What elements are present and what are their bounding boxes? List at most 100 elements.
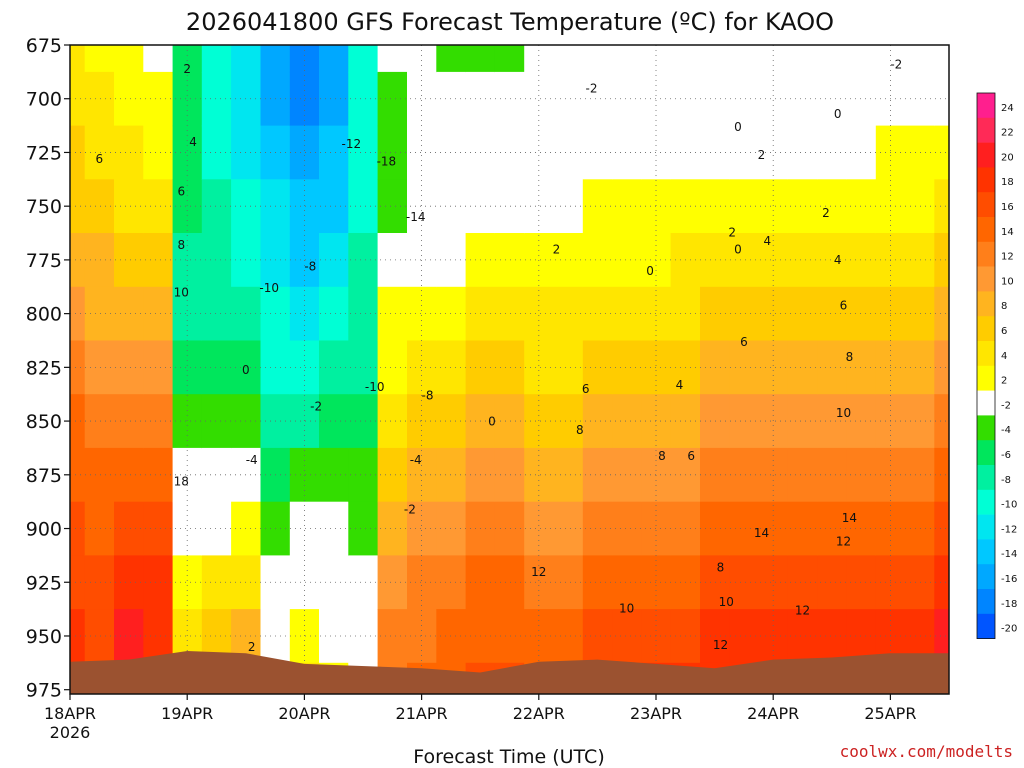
contour-label: 6 [740, 335, 748, 349]
contour-label: 10 [174, 285, 189, 299]
temperature-cell [114, 555, 144, 610]
temperature-cell [231, 286, 261, 342]
contour-label: 2 [758, 148, 766, 162]
x-tick-label: 25APR [864, 704, 916, 723]
temperature-cell [348, 609, 379, 664]
contour-label: -2 [890, 58, 902, 72]
contour-label: 8 [658, 449, 666, 463]
temperature-cell [465, 45, 496, 73]
temperature-cell [348, 125, 379, 180]
temperature-cell [319, 501, 349, 556]
temperature-cell [934, 394, 949, 449]
credit-link[interactable]: coolwx.com/modelts [840, 742, 1013, 761]
temperature-cell [905, 179, 935, 234]
colorbar-label: -8 [1001, 475, 1011, 486]
temperature-cell [729, 555, 760, 610]
colorbar-swatch [977, 365, 995, 391]
temperature-cell [582, 233, 613, 288]
temperature-cell [143, 340, 174, 395]
contour-label: 2 [553, 243, 561, 257]
temperature-cell [436, 501, 467, 556]
temperature-cell [70, 71, 86, 127]
contour-label: 4 [834, 253, 842, 267]
temperature-cell [319, 555, 349, 610]
colorbar-swatch [977, 390, 995, 416]
temperature-cell [817, 340, 847, 395]
contour-label: 10 [719, 595, 734, 609]
temperature-cell [553, 394, 584, 449]
colorbar-label: -16 [1001, 574, 1017, 585]
temperature-cell [524, 555, 555, 610]
temperature-cell [934, 286, 949, 342]
temperature-cell [846, 179, 877, 234]
temperature-cell [817, 45, 847, 73]
temperature-cell [524, 501, 555, 556]
contour-label: 0 [488, 414, 496, 428]
temperature-field [70, 45, 949, 694]
temperature-cell [729, 45, 760, 73]
temperature-cell [934, 340, 949, 395]
temperature-cell [494, 447, 525, 503]
temperature-cell [846, 447, 877, 503]
contour-label: 8 [717, 561, 725, 575]
temperature-cell [553, 125, 584, 180]
temperature-cell [729, 340, 760, 395]
contour-label: 12 [795, 604, 810, 618]
temperature-cell [934, 447, 949, 503]
temperature-cell [377, 501, 408, 556]
temperature-cell [436, 71, 467, 127]
temperature-cell [905, 71, 935, 127]
temperature-cell [817, 501, 847, 556]
temperature-cell [934, 609, 949, 664]
temperature-cell [524, 340, 555, 395]
temperature-cell [817, 394, 847, 449]
temperature-cell [729, 394, 760, 449]
temperature-cell [84, 125, 115, 180]
temperature-cell [172, 340, 203, 395]
temperature-cell [494, 609, 525, 664]
temperature-cell [143, 125, 174, 180]
temperature-cell [143, 447, 174, 503]
temperature-cell [231, 394, 261, 449]
temperature-cell [319, 179, 349, 234]
temperature-cell [436, 555, 467, 610]
temperature-cell [524, 45, 555, 73]
colorbar-swatch [977, 192, 995, 218]
temperature-cell [201, 501, 232, 556]
temperature-cell [787, 179, 818, 234]
temperature-cell [377, 45, 408, 73]
temperature-cell [817, 447, 847, 503]
temperature-cell [729, 286, 760, 342]
temperature-cell [114, 609, 144, 664]
contour-label: -4 [410, 453, 422, 467]
temperature-cell [934, 179, 949, 234]
y-tick-label: 750 [26, 196, 62, 218]
temperature-cell [231, 340, 261, 395]
temperature-cell [582, 179, 613, 234]
temperature-cell [377, 179, 408, 234]
temperature-cell [700, 609, 730, 664]
temperature-cell [612, 125, 642, 180]
temperature-cell [729, 71, 760, 127]
colorbar-label: 24 [1001, 103, 1014, 114]
temperature-cell [494, 71, 525, 127]
temperature-cell [319, 286, 349, 342]
temperature-cell [553, 45, 584, 73]
temperature-cell [143, 45, 174, 73]
color-legend: 24 22 20 18 16 14 12 10 8 6 4 2 -2 -4 -6 -8 -10 -12 -14 -16… [976, 92, 1017, 639]
colorbar-label: 14 [1001, 227, 1014, 238]
temperature-cell [787, 447, 818, 503]
terrain-ground [70, 651, 949, 694]
temperature-cell [612, 555, 642, 610]
temperature-cell [377, 394, 408, 449]
temperature-cell [905, 501, 935, 556]
temperature-cell [582, 125, 613, 180]
colorbar-label: 20 [1001, 152, 1014, 163]
temperature-cell [582, 609, 613, 664]
colorbar-label: -6 [1001, 450, 1011, 461]
temperature-cell [407, 340, 437, 395]
temperature-cell [231, 125, 261, 180]
colorbar-swatch [977, 489, 995, 515]
temperature-cell [70, 609, 86, 664]
temperature-cell [758, 394, 789, 449]
